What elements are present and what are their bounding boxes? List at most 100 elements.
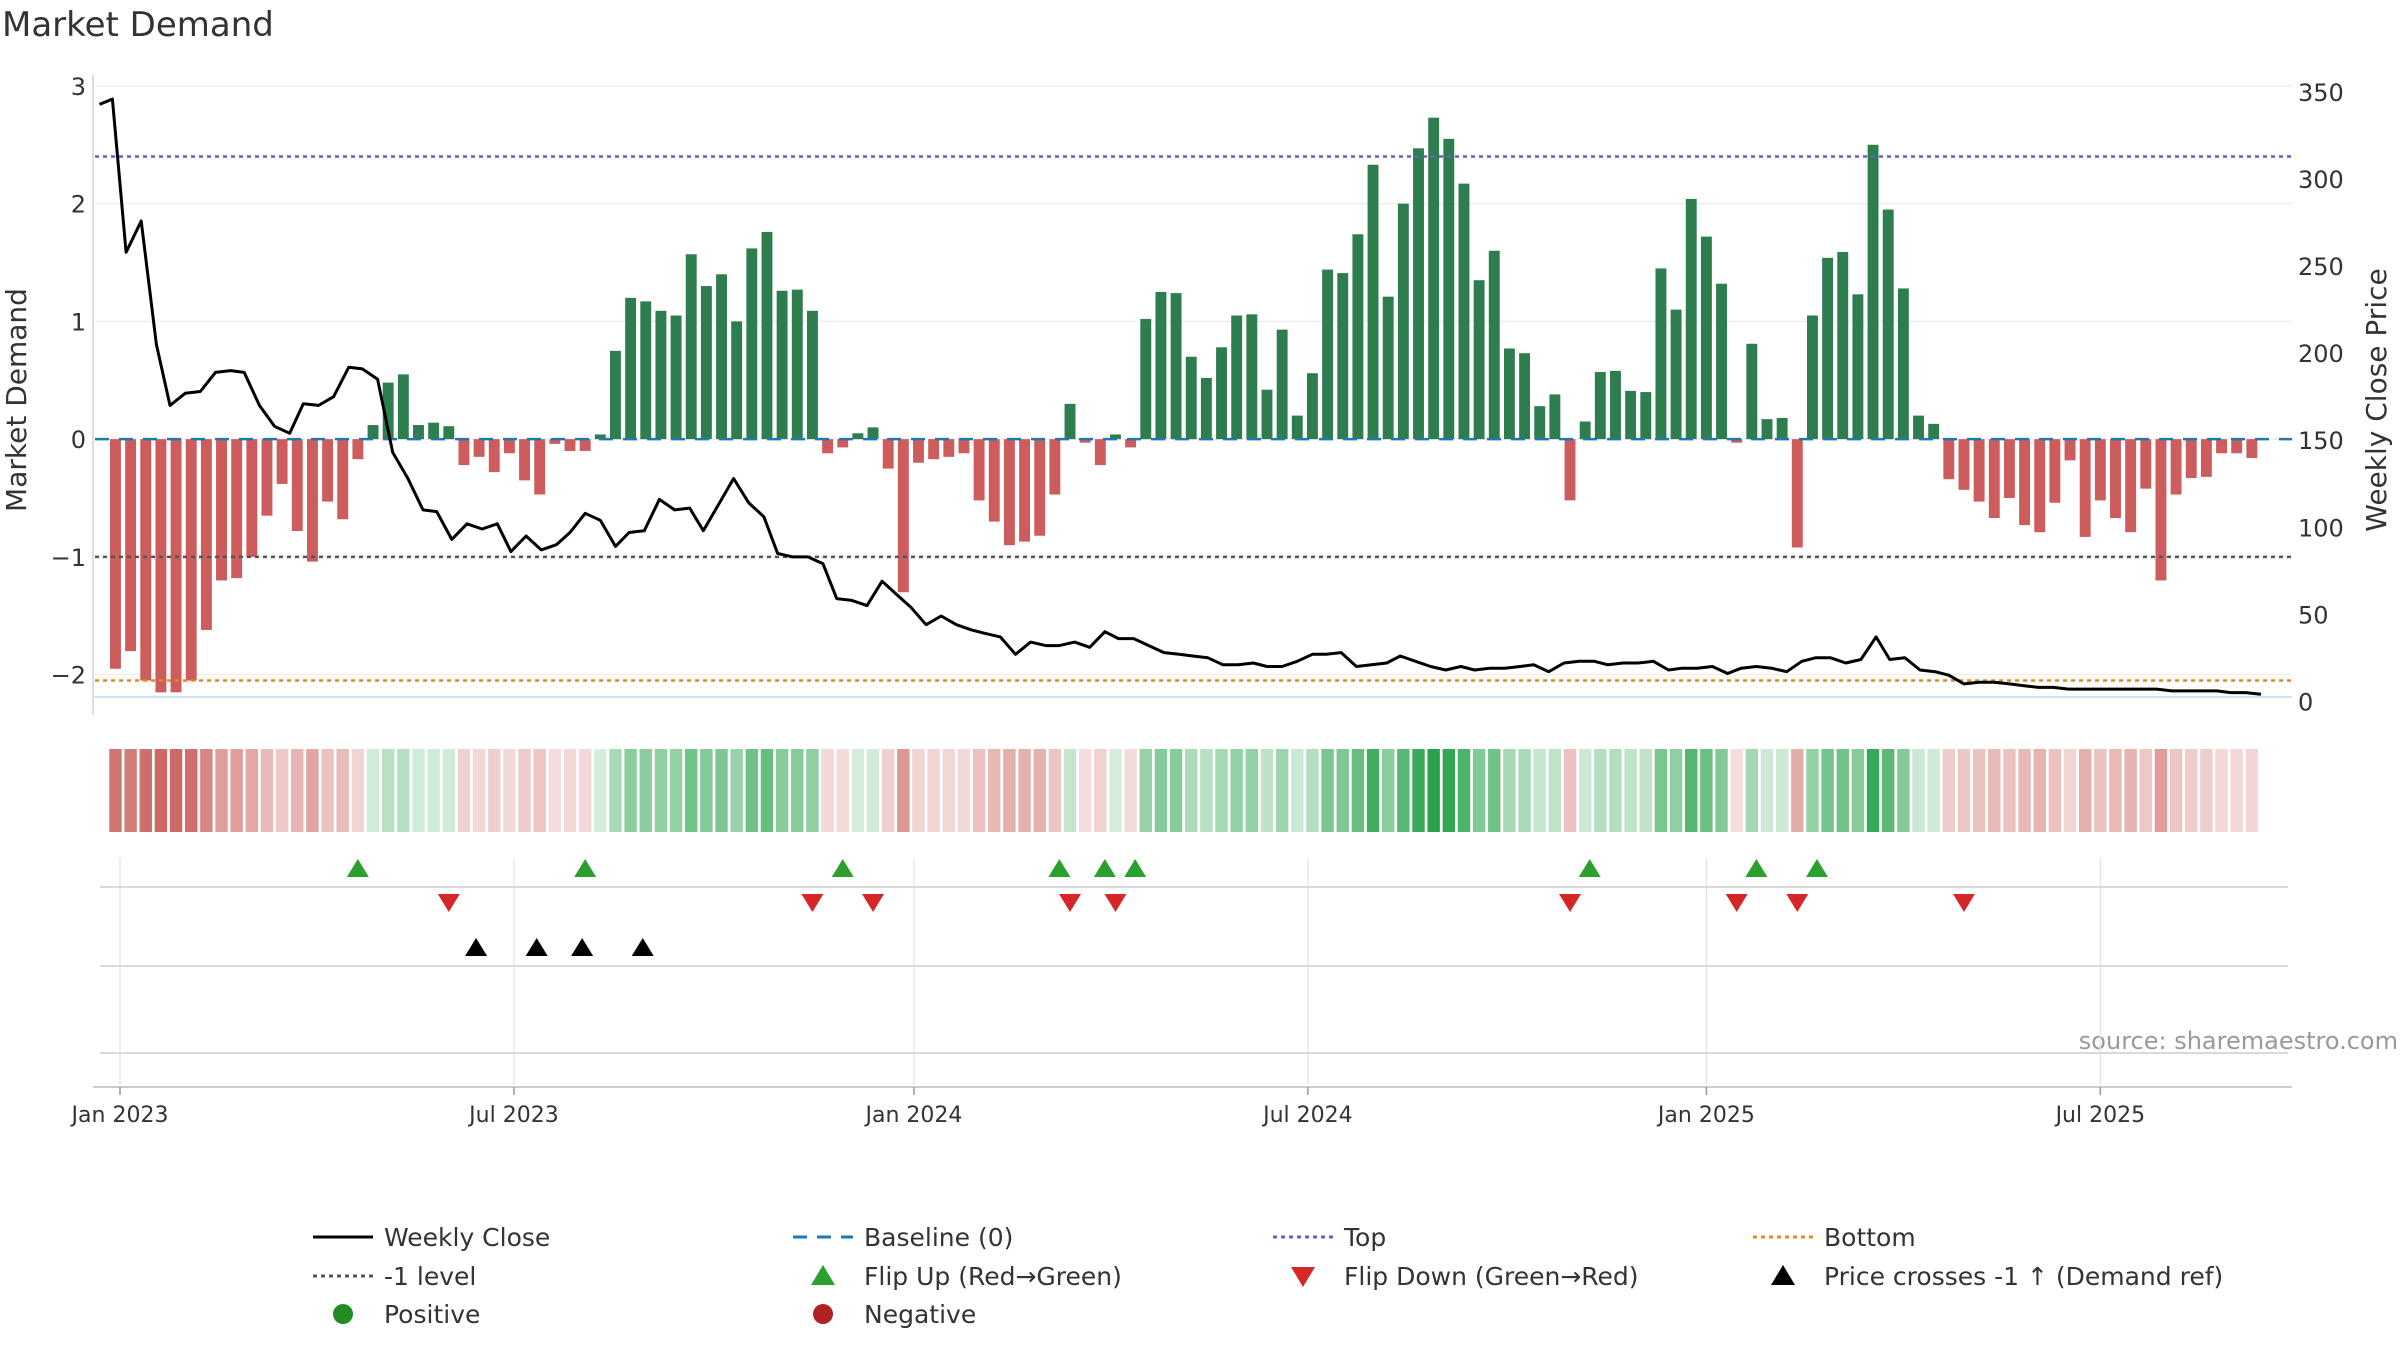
demand-bar-positive xyxy=(1170,293,1182,440)
heat-strip-cell xyxy=(169,749,183,832)
heat-strip-cell xyxy=(1033,749,1046,832)
heat-strip-cell xyxy=(1760,749,1774,832)
demand-bar-positive xyxy=(791,289,803,440)
y-tick-right-label: 350 xyxy=(2298,79,2344,107)
demand-bar-positive xyxy=(428,422,440,440)
demand-bar-negative xyxy=(1988,439,2000,519)
legend-label: Flip Up (Red→Green) xyxy=(864,1262,1122,1291)
legend-item: Weekly Close xyxy=(313,1223,550,1252)
demand-bar-positive xyxy=(640,301,652,440)
heat-strip-cell xyxy=(230,749,243,832)
demand-bar-positive xyxy=(1397,203,1409,440)
heat-strip-cell xyxy=(988,749,1001,832)
demand-bar-positive xyxy=(1640,392,1652,440)
demand-bar-positive xyxy=(1837,251,1849,440)
legend-item: Top xyxy=(1273,1223,1386,1252)
demand-bar-positive xyxy=(1155,291,1167,440)
heat-strip-cell xyxy=(1957,749,1971,832)
demand-bar-negative xyxy=(549,439,561,444)
demand-bar-positive xyxy=(1746,343,1758,440)
demand-bar-negative xyxy=(1019,439,1031,542)
demand-bar-negative xyxy=(837,439,849,448)
demand-bar-positive xyxy=(1246,314,1258,440)
heat-strip-cell xyxy=(624,749,637,832)
heat-strip-cell xyxy=(1230,749,1243,832)
heat-strip-cell xyxy=(518,749,531,832)
heat-strip-cell xyxy=(2154,749,2168,832)
heat-strip-cell xyxy=(1472,749,1486,832)
legend-label: Weekly Close xyxy=(384,1223,550,1252)
demand-bar-positive xyxy=(867,427,879,440)
demand-bar-positive xyxy=(1428,117,1440,440)
legend-item: Bottom xyxy=(1753,1223,1916,1252)
demand-bar-positive xyxy=(670,315,682,440)
x-tick-label: Jul 2024 xyxy=(1261,1103,1353,1128)
heat-strip-cell xyxy=(2003,749,2016,832)
y-tick-left-label: −1 xyxy=(51,544,86,572)
legend-item: Flip Up (Red→Green) xyxy=(811,1262,1122,1291)
demand-bar-positive xyxy=(1413,148,1424,440)
heat-strip-cell xyxy=(1912,749,1925,832)
heat-strip-cell xyxy=(1881,749,1895,832)
heat-strip-cell xyxy=(1124,749,1137,832)
demand-bar-positive xyxy=(1625,390,1637,440)
heat-strip-cell xyxy=(1094,749,1107,832)
heat-strip-cell xyxy=(836,749,849,832)
price-cross-marker xyxy=(525,938,548,956)
demand-bar-negative xyxy=(988,439,1000,522)
legend-label: -1 level xyxy=(384,1262,476,1291)
heat-strip-cell xyxy=(1139,749,1152,832)
demand-bar-negative xyxy=(897,439,909,593)
flip-up-marker xyxy=(831,859,854,877)
y-tick-right-label: 150 xyxy=(2298,427,2344,455)
flip-down-marker xyxy=(437,894,460,912)
y-tick-left-label: 1 xyxy=(71,308,86,336)
demand-bar-negative xyxy=(1049,439,1061,495)
demand-bar-positive xyxy=(761,231,773,440)
flip-down-marker xyxy=(1725,894,1748,912)
demand-bar-positive xyxy=(1610,370,1621,440)
demand-bar-positive xyxy=(806,310,818,440)
heat-strip-cell xyxy=(321,749,334,832)
heat-strip-cell xyxy=(669,749,683,832)
demand-bar-negative xyxy=(2216,439,2227,454)
demand-bar-positive xyxy=(625,297,637,440)
heat-strip-cell xyxy=(821,749,834,832)
heat-strip-cell xyxy=(1594,749,1607,832)
heat-strip-cell xyxy=(1412,749,1425,832)
x-tick-label: Jul 2023 xyxy=(467,1103,559,1128)
heat-strip-cell xyxy=(260,749,274,832)
price-cross-marker xyxy=(631,938,654,956)
heat-strip-cell xyxy=(200,749,213,832)
demand-bar-positive xyxy=(443,426,455,440)
demand-bar-positive xyxy=(382,382,394,440)
flip-down-marker xyxy=(1786,894,1809,912)
event-markers-panel xyxy=(100,858,2288,1085)
demand-bar-positive xyxy=(1185,356,1197,440)
heat-strip-cell xyxy=(578,749,592,832)
demand-bar-positive xyxy=(1458,183,1470,440)
demand-bar-positive xyxy=(1473,280,1485,440)
heat-strip-cell xyxy=(1503,749,1516,832)
heat-strip-cell xyxy=(488,749,501,832)
heat-strip-cell xyxy=(442,749,456,832)
demand-bar-negative xyxy=(2034,439,2046,533)
demand-bar-negative xyxy=(473,439,485,457)
heat-strip-cell xyxy=(2094,749,2107,832)
demand-bar-positive xyxy=(413,425,424,440)
demand-bar-positive xyxy=(852,433,864,440)
heat-strip-cell xyxy=(1866,749,1880,832)
heat-strip-cell xyxy=(1700,749,1713,832)
flip-down-marker xyxy=(801,894,824,912)
heat-strip-cell xyxy=(1063,749,1077,832)
legend-item: Baseline (0) xyxy=(793,1223,1013,1252)
legend-swatch-triangle-down xyxy=(1291,1267,1315,1287)
demand-bar-positive xyxy=(1367,164,1379,440)
heat-strip-cell xyxy=(1442,749,1456,832)
heat-strip-cell xyxy=(1836,749,1849,832)
flip-down-marker xyxy=(1059,894,1082,912)
y-tick-right-label: 250 xyxy=(2298,253,2344,281)
heat-strip-cell xyxy=(1003,749,1016,832)
flip-up-marker xyxy=(1805,859,1828,877)
heat-strip-cell xyxy=(1306,749,1319,832)
